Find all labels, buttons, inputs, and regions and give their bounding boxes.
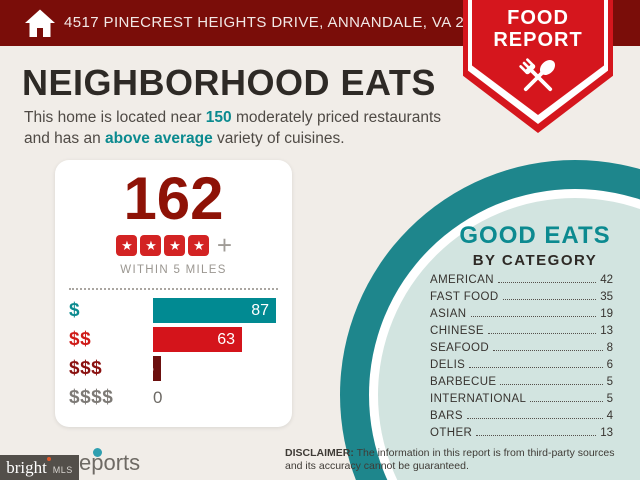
intro-part1: This home is located near (24, 109, 206, 126)
home-icon (25, 9, 55, 37)
category-name: ASIAN (430, 308, 467, 320)
category-value: 13 (600, 427, 613, 439)
category-name: BARBECUE (430, 376, 497, 388)
dotted-leader (470, 316, 597, 317)
price-bar-chart: $87 $$ 63 $$$ 6 $$$$ 0 (55, 298, 292, 410)
good-eats-title: GOOD EATS (459, 222, 611, 249)
dotted-leader (476, 435, 597, 436)
category-row: INTERNATIONAL 5 (430, 389, 613, 406)
stats-card: 162 ★ ★ ★ ★ + WITHIN 5 MILES $87 $$ 63 $$$ 6 $$$… (55, 160, 292, 427)
brand-spark-icon (46, 456, 51, 461)
property-address: 4517 PINECREST HEIGHTS DRIVE, ANNANDALE,… (64, 14, 500, 31)
category-row: FAST FOOD 35 (430, 287, 613, 304)
category-value: 19 (600, 308, 613, 320)
category-value: 42 (600, 274, 613, 286)
category-row: BARBECUE 5 (430, 372, 613, 389)
category-value: 5 (606, 393, 613, 405)
category-name: OTHER (430, 427, 473, 439)
category-row: BARS 4 (430, 406, 613, 423)
price-tier-label: $$ (69, 328, 92, 350)
dotted-leader (497, 282, 597, 283)
price-bar: 63 (153, 327, 242, 352)
category-row: AMERICAN 42 (430, 270, 613, 287)
star-icon: ★ (140, 235, 162, 256)
dotted-leader (469, 367, 603, 368)
partial-reports-text: eports (79, 450, 141, 475)
category-value: 35 (600, 291, 613, 303)
category-list: AMERICAN 42 FAST FOOD 35 ASIAN 19 CHINESE 13 SEA… (430, 270, 613, 440)
category-name: CHINESE (430, 325, 484, 337)
disclaimer-text: The information in this report is from t… (285, 447, 615, 472)
dotted-leader (530, 401, 603, 402)
price-row: $$$$ 0 (69, 385, 278, 410)
category-name: BARS (430, 410, 463, 422)
category-row: OTHER 13 (430, 423, 613, 440)
price-bar: 87 (153, 298, 276, 323)
variety-highlight: above average (105, 130, 213, 147)
rating-plus: + (216, 230, 233, 260)
total-restaurants: 162 (123, 165, 224, 232)
intro-part2: moderately priced restaurants and has an (24, 109, 442, 147)
dotted-leader (502, 299, 597, 300)
rating-stars: ★ ★ ★ ★ (115, 235, 211, 256)
bright-wordmark: bright (6, 456, 51, 478)
category-value: 8 (606, 342, 613, 354)
category-row: SEAFOOD 8 (430, 338, 613, 355)
disclaimer: DISCLAIMER: The information in this repo… (285, 447, 630, 473)
good-eats-header: GOOD EATS BY CATEGORY (420, 222, 640, 269)
spoon-fork-icon (519, 58, 556, 92)
category-value: 5 (606, 376, 613, 388)
category-row: CHINESE 13 (430, 321, 613, 338)
mls-wordmark: MLS (52, 465, 73, 475)
price-tier-label: $ (69, 299, 81, 321)
category-value: 6 (606, 359, 613, 371)
good-eats-subtitle: BY CATEGORY (472, 252, 598, 269)
rating-row: ★ ★ ★ ★ + (55, 230, 292, 260)
price-row: $$$ 6 (69, 356, 278, 381)
category-name: SEAFOOD (430, 342, 490, 354)
category-name: FAST FOOD (430, 291, 499, 303)
badge-title-line2: REPORT (493, 29, 583, 51)
star-icon: ★ (188, 235, 210, 256)
dotted-leader (487, 333, 597, 334)
category-row: DELIS 6 (430, 355, 613, 372)
logo-dot-icon (93, 448, 102, 457)
category-name: INTERNATIONAL (430, 393, 527, 405)
bar-area: 0 (153, 385, 278, 410)
bar-area: 63 (153, 327, 278, 352)
dotted-leader (500, 384, 603, 385)
dotted-leader (466, 418, 603, 419)
dotted-divider (69, 288, 278, 290)
category-name: DELIS (430, 359, 466, 371)
bar-area: 6 (145, 356, 278, 381)
category-value: 4 (606, 410, 613, 422)
badge-title-line1: FOOD (507, 7, 569, 29)
price-row: $$ 63 (69, 327, 278, 352)
intro-text: This home is located near 150 moderately… (24, 107, 460, 149)
star-icon: ★ (116, 235, 138, 256)
bar-area: 87 (153, 298, 278, 323)
price-tier-label: $$$ (69, 357, 103, 379)
price-zero-value: 0 (153, 388, 163, 407)
dotted-leader (493, 350, 603, 351)
intro-part3: variety of cuisines. (212, 130, 345, 147)
price-bar: 6 (145, 356, 161, 381)
food-report-badge: FOOD REPORT (463, 0, 613, 133)
category-value: 13 (600, 325, 613, 337)
category-row: ASIAN 19 (430, 304, 613, 321)
star-icon: ★ (164, 235, 186, 256)
price-row: $87 (69, 298, 278, 323)
brightmls-logo: bright MLS (0, 455, 79, 480)
category-name: AMERICAN (430, 274, 494, 286)
page-title: NEIGHBORHOOD EATS (22, 62, 436, 103)
restaurant-count: 150 (205, 109, 232, 126)
radius-label: WITHIN 5 MILES (120, 264, 227, 276)
disclaimer-label: DISCLAIMER: (285, 447, 354, 459)
price-tier-label: $$$$ (69, 386, 114, 408)
